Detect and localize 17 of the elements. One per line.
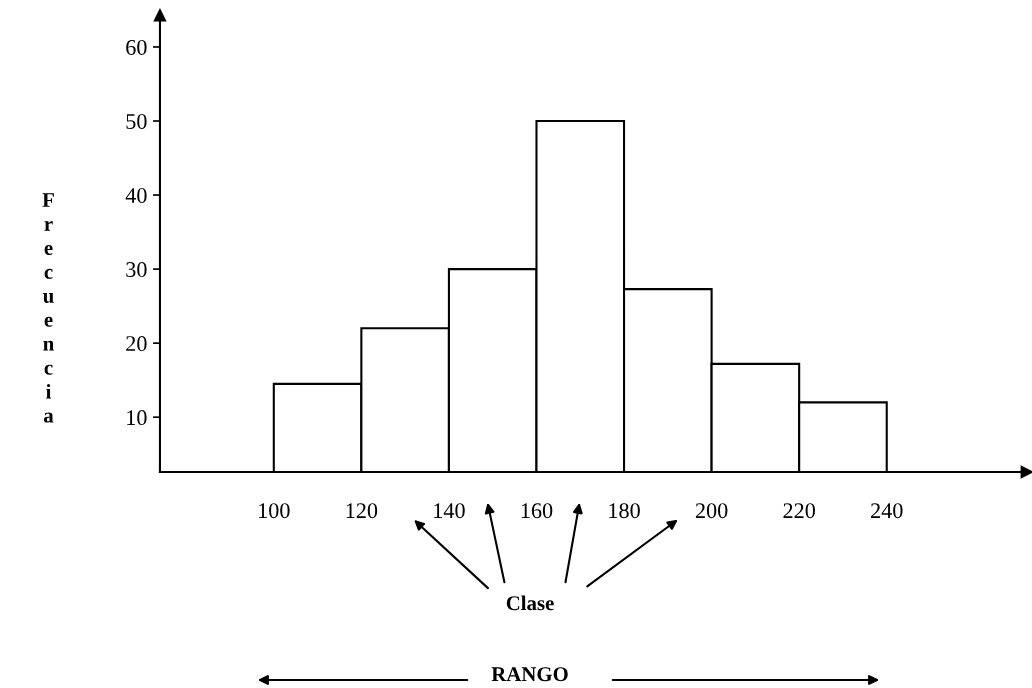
y-tick-label: 40 [125, 187, 147, 203]
x-tick-label: 200 [695, 503, 728, 519]
y-tick-label: 50 [126, 113, 147, 129]
text: Clase [506, 595, 554, 611]
y-tick-label: 60 [126, 39, 147, 55]
x-tick-label: 160 [521, 503, 553, 519]
text: RANGO [491, 667, 568, 682]
y-tick-label: 10 [127, 410, 147, 426]
x-tick-label: 180 [609, 503, 640, 519]
x-tick-label: 120 [346, 503, 378, 519]
y-tick-label: 20 [126, 336, 147, 352]
x-tick-label: 100 [259, 503, 290, 519]
x-tick-label: 140 [434, 503, 465, 519]
y-tick-label: 30 [126, 262, 147, 278]
x-tick-label: 220 [783, 503, 815, 519]
x-tick-label: 240 [871, 503, 903, 519]
text: Frecuencia [42, 193, 54, 423]
